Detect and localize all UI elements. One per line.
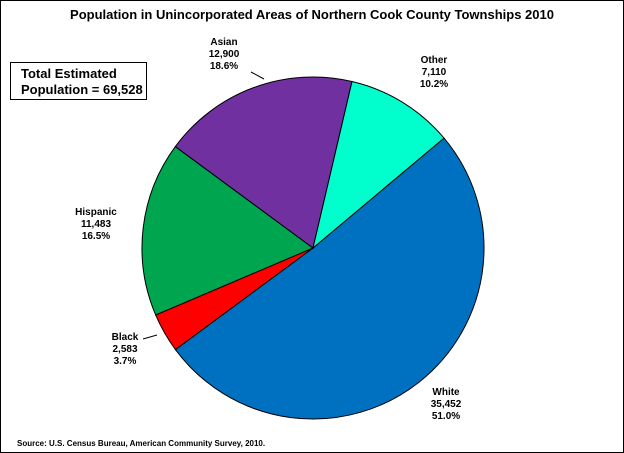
data-label-asian-name: Asian <box>210 37 237 48</box>
slice-asian <box>174 76 353 249</box>
data-label-asian-value: 12,900 <box>209 49 240 60</box>
slice-hispanic <box>141 145 315 316</box>
slice-white <box>174 137 485 420</box>
data-label-black-value: 2,583 <box>112 344 137 355</box>
data-label-white-name: White <box>432 387 460 398</box>
data-label-white-value: 35,452 <box>431 399 462 410</box>
data-label-asian-percent: 18.6% <box>210 61 238 72</box>
data-label-white-percent: 51.0% <box>432 411 460 422</box>
leader-line-black <box>142 334 158 340</box>
data-label-black-percent: 3.7% <box>114 356 137 367</box>
data-label-hispanic-value: 11,483 <box>81 219 111 230</box>
data-label-hispanic-name: Hispanic <box>75 207 117 218</box>
chart-title: Population in Unincorporated Areas of No… <box>70 7 554 22</box>
total-line-2: Population = 69,528 <box>21 82 143 97</box>
total-line-1: Total Estimated <box>21 66 117 81</box>
slice-other <box>312 80 445 250</box>
leader-line-asian <box>250 71 265 80</box>
data-label-other-percent: 10.2% <box>420 79 448 90</box>
data-label-other-name: Other <box>421 55 448 66</box>
data-label-hispanic-percent: 16.5% <box>82 231 110 242</box>
source-note: Source: U.S. Census Bureau, American Com… <box>17 439 266 448</box>
total-population-box: Total Estimated Population = 69,528 <box>10 62 147 100</box>
data-label-black-name: Black <box>112 332 139 343</box>
data-label-other-value: 7,110 <box>422 67 447 78</box>
